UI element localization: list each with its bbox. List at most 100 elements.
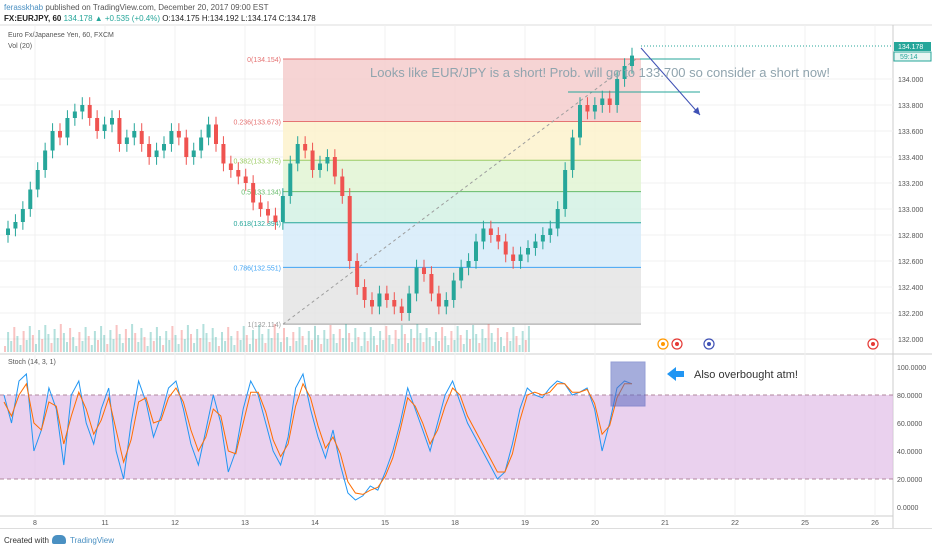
price-tick-label: 133.800 — [898, 103, 923, 110]
fib-zone — [283, 222, 641, 268]
volume-bar — [140, 328, 143, 352]
volume-bar — [338, 329, 341, 352]
volume-bar — [143, 337, 146, 352]
candle-body — [325, 157, 330, 164]
event-flag-dot — [871, 342, 875, 346]
candle-body — [87, 105, 92, 118]
volume-bar — [500, 337, 502, 352]
candle-body — [496, 235, 501, 242]
volume-bar — [72, 337, 75, 352]
volume-bar — [146, 346, 149, 352]
volume-bar — [310, 340, 313, 352]
volume-bar — [506, 332, 509, 352]
short-arrow-head — [693, 107, 700, 115]
ohlc-values: O:134.175 H:134.192 L:134.174 C:134.178 — [162, 14, 316, 23]
volume-bar — [518, 345, 521, 352]
fib-trend-line — [282, 58, 637, 325]
volume-bar — [124, 329, 127, 352]
volume-bar — [115, 325, 118, 352]
volume-bar — [425, 328, 428, 352]
fib-level-label: 0(134.154) — [247, 57, 281, 64]
candle-body — [154, 150, 159, 157]
volume-bar — [301, 336, 304, 352]
volume-bar — [403, 334, 406, 352]
volume-bar — [422, 342, 425, 352]
candle-body — [563, 170, 568, 209]
countdown-text: 59:14 — [900, 54, 918, 61]
candle-body — [199, 137, 204, 151]
candle-body — [459, 267, 464, 281]
event-flag-dot — [661, 342, 665, 346]
volume-bar — [190, 334, 192, 352]
volume-bar — [366, 341, 369, 352]
volume-bar — [459, 335, 462, 352]
overbought-highlight — [610, 361, 646, 407]
price-tick-label: 133.400 — [898, 155, 923, 162]
stoch-tick-label: 0.0000 — [897, 505, 919, 512]
candle-body — [407, 293, 412, 313]
price-tick-label: 134.000 — [898, 77, 923, 84]
volume-bar — [462, 344, 465, 352]
candle-body — [251, 183, 256, 203]
price-badge-text: 134.178 — [898, 44, 923, 51]
fib-level-label: 0.786(132.551) — [234, 265, 281, 272]
candle-body — [630, 55, 634, 66]
volume-bar — [465, 330, 468, 352]
price-tick-label: 132.800 — [898, 233, 923, 240]
chart-svg[interactable]: 0(134.154) 0.236(133.673) 0.382(133.375) 0.… — [0, 0, 932, 528]
volume-bar — [354, 328, 357, 352]
volume-bar — [289, 346, 292, 352]
candle-body — [102, 124, 107, 131]
volume-bar — [53, 329, 56, 352]
candle-body — [377, 293, 382, 307]
volume-bar — [131, 324, 134, 352]
volume-bar — [388, 335, 391, 352]
candle-body — [340, 176, 345, 196]
candle-body — [6, 228, 10, 235]
candle-body — [13, 222, 18, 229]
volume-bar — [286, 337, 289, 352]
candle-body — [451, 280, 456, 300]
candle-body — [600, 98, 605, 105]
volume-bar — [35, 344, 37, 352]
volume-bar — [38, 330, 41, 352]
volume-bar — [214, 337, 217, 352]
fib-level-label: 0.382(133.375) — [234, 158, 281, 165]
volume-bar — [199, 338, 202, 352]
volume-bar — [252, 330, 254, 352]
author-name[interactable]: ferasskhab — [4, 3, 44, 12]
volume-bar — [97, 340, 99, 352]
volume-bar — [149, 332, 152, 352]
volume-bars — [4, 324, 530, 352]
volume-bar — [363, 332, 366, 352]
fib-zone — [283, 121, 641, 161]
candle-body — [399, 306, 404, 313]
candle-body — [176, 131, 181, 138]
symbol[interactable]: FX:EURJPY, 60 — [4, 14, 62, 23]
candle-body — [20, 209, 25, 222]
volume-bar — [487, 324, 490, 352]
tradingview-brand[interactable]: TradingView — [70, 536, 115, 545]
time-tick-label: 19 — [521, 520, 529, 527]
volume-bar — [326, 339, 329, 352]
candle-body — [444, 300, 449, 307]
volume-bar — [109, 330, 112, 352]
drawing-overlays: Looks like EUR/JPY is a short! Prob. wil… — [370, 42, 932, 407]
volume-label: Vol (20) — [8, 43, 33, 50]
candle-body — [35, 170, 40, 190]
volume-bar — [242, 326, 245, 352]
fib-level-label: 1(132.114) — [248, 322, 281, 329]
candle-body — [533, 241, 538, 248]
volume-bar — [419, 333, 422, 352]
symbol-line: FX:EURJPY, 60 134.178 ▲ +0.535 (+0.4%) O… — [4, 14, 316, 23]
time-tick-label: 21 — [661, 520, 669, 527]
volume-bar — [273, 324, 276, 352]
candle-body — [206, 124, 211, 138]
volume-bar — [174, 335, 177, 352]
candle-body — [280, 196, 285, 222]
candle-body — [236, 170, 241, 177]
candle-body — [392, 300, 397, 307]
volume-bar — [87, 336, 90, 352]
volume-bar — [193, 343, 196, 352]
stoch-line-d — [3, 382, 632, 495]
